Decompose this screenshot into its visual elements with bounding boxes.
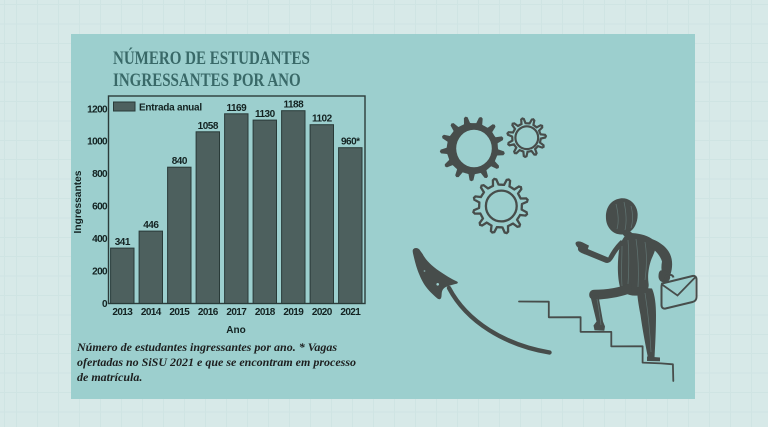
svg-text:2013: 2013 <box>112 307 133 318</box>
svg-text:1200: 1200 <box>87 104 108 115</box>
svg-text:400: 400 <box>92 234 108 245</box>
svg-text:2019: 2019 <box>283 307 304 318</box>
svg-text:2016: 2016 <box>198 307 219 318</box>
svg-text:1058: 1058 <box>198 121 219 132</box>
svg-text:2021: 2021 <box>340 307 361 318</box>
svg-text:2018: 2018 <box>255 307 276 318</box>
svg-text:1169: 1169 <box>226 103 247 114</box>
svg-text:Ingressantes: Ingressantes <box>73 170 84 233</box>
svg-text:2015: 2015 <box>169 307 190 318</box>
svg-text:Ano: Ano <box>226 325 245 336</box>
svg-text:0: 0 <box>102 299 108 310</box>
svg-text:1188: 1188 <box>283 100 304 111</box>
svg-text:1130: 1130 <box>255 109 276 120</box>
svg-text:600: 600 <box>92 202 108 213</box>
svg-text:200: 200 <box>92 267 108 278</box>
svg-text:2017: 2017 <box>226 307 247 318</box>
svg-text:800: 800 <box>92 169 108 180</box>
svg-text:960*: 960* <box>341 137 360 148</box>
svg-text:446: 446 <box>143 220 159 231</box>
svg-text:840: 840 <box>172 156 188 167</box>
svg-text:341: 341 <box>115 237 131 248</box>
svg-text:1102: 1102 <box>312 114 333 125</box>
svg-text:2020: 2020 <box>312 307 333 318</box>
svg-text:1000: 1000 <box>87 137 108 148</box>
svg-text:2014: 2014 <box>141 307 162 318</box>
svg-text:Entrada anual: Entrada anual <box>139 102 202 113</box>
